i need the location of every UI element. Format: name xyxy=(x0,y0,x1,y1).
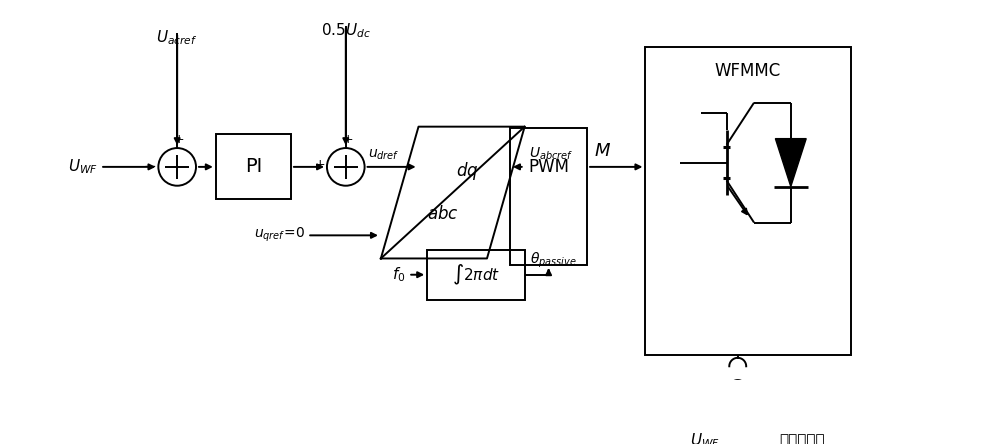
Text: WFMMC: WFMMC xyxy=(715,63,781,80)
Text: 永磁风电场: 永磁风电场 xyxy=(780,433,825,444)
Text: $u_{dref}$: $u_{dref}$ xyxy=(368,147,400,162)
Text: $+$: $+$ xyxy=(342,133,353,147)
Text: PWM: PWM xyxy=(528,158,569,176)
Text: $+$: $+$ xyxy=(314,158,325,171)
Text: $M$: $M$ xyxy=(594,142,611,160)
Text: $U_{WF}$: $U_{WF}$ xyxy=(68,158,98,176)
Text: $abc$: $abc$ xyxy=(427,205,458,223)
Text: $-$: $-$ xyxy=(143,157,157,172)
Text: $\theta_{passive}$: $\theta_{passive}$ xyxy=(530,251,577,270)
Text: $\int 2\pi dt$: $\int 2\pi dt$ xyxy=(452,263,500,287)
Bar xyxy=(645,47,851,355)
Text: $U_{WF}$: $U_{WF}$ xyxy=(690,432,720,444)
Text: $dq$: $dq$ xyxy=(456,160,479,182)
Bar xyxy=(427,250,525,300)
Polygon shape xyxy=(775,139,806,186)
Text: $U_{abcref}$: $U_{abcref}$ xyxy=(529,145,573,162)
Text: $f_0$: $f_0$ xyxy=(392,266,406,284)
Text: PI: PI xyxy=(245,157,262,176)
Text: $0.5U_{dc}$: $0.5U_{dc}$ xyxy=(321,21,371,40)
Text: $+$: $+$ xyxy=(173,133,185,147)
Bar xyxy=(216,135,291,199)
Bar xyxy=(510,128,587,266)
Text: $U_{acref}$: $U_{acref}$ xyxy=(156,28,198,47)
Text: $u_{qref}\!=\!0$: $u_{qref}\!=\!0$ xyxy=(254,226,306,245)
